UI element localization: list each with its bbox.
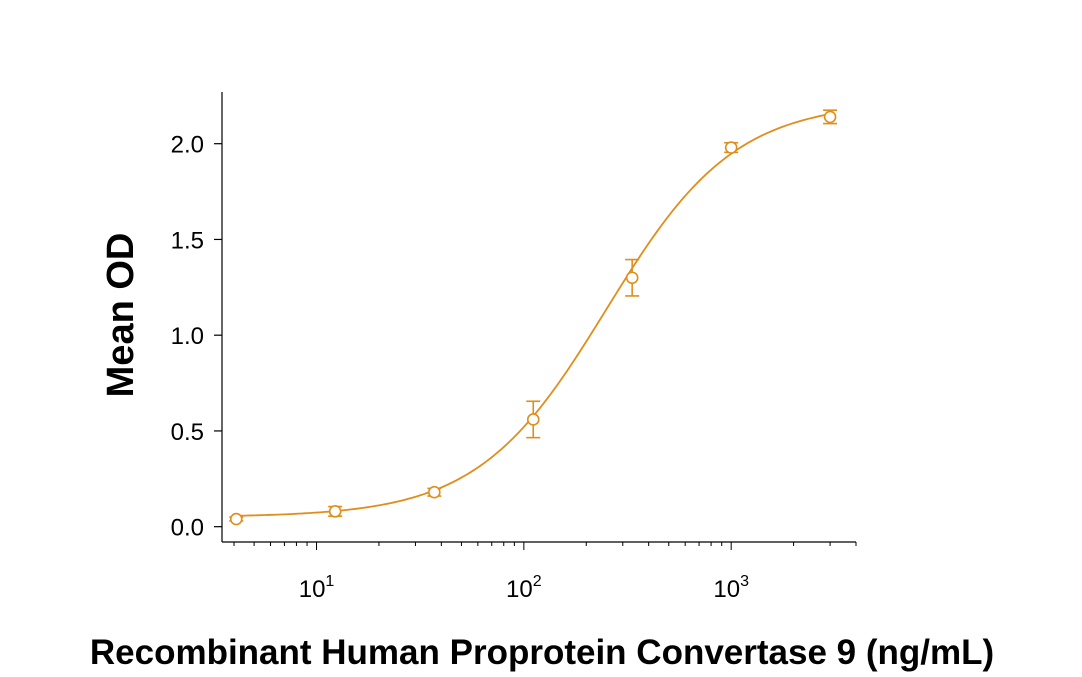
data-points-layer: [229, 109, 838, 526]
y-axis-title: Mean OD: [100, 233, 142, 398]
x-tick-label: 102: [506, 573, 542, 603]
x-tick-label: 103: [713, 573, 749, 603]
point-marker: [526, 413, 540, 426]
fit-curve: [236, 113, 831, 517]
point-marker: [428, 485, 441, 499]
point-marker: [328, 505, 342, 518]
fit-curve-layer: [236, 113, 831, 517]
x-axis-title: Recombinant Human Proprotein Convertase …: [90, 633, 994, 672]
data-point: [328, 505, 343, 518]
point-marker: [823, 110, 837, 124]
y-axis: 0.0 0.5 1.0 1.5 2.0: [171, 92, 223, 542]
data-point: [625, 258, 640, 297]
point-marker: [625, 271, 639, 285]
point-marker: [229, 512, 243, 526]
x-axis: 101 102 103: [222, 541, 857, 603]
data-point: [229, 512, 244, 526]
data-point: [526, 400, 541, 439]
y-tick-label: 0.5: [171, 419, 204, 446]
data-point: [724, 141, 739, 154]
y-tick-label: 2.0: [171, 132, 204, 159]
data-point: [427, 485, 442, 499]
y-tick-label: 0.0: [171, 515, 204, 542]
data-point: [823, 109, 838, 125]
point-marker: [724, 141, 738, 154]
y-tick-label: 1.0: [171, 323, 204, 350]
y-tick-label: 1.5: [171, 227, 204, 254]
x-tick-label: 101: [299, 573, 335, 603]
